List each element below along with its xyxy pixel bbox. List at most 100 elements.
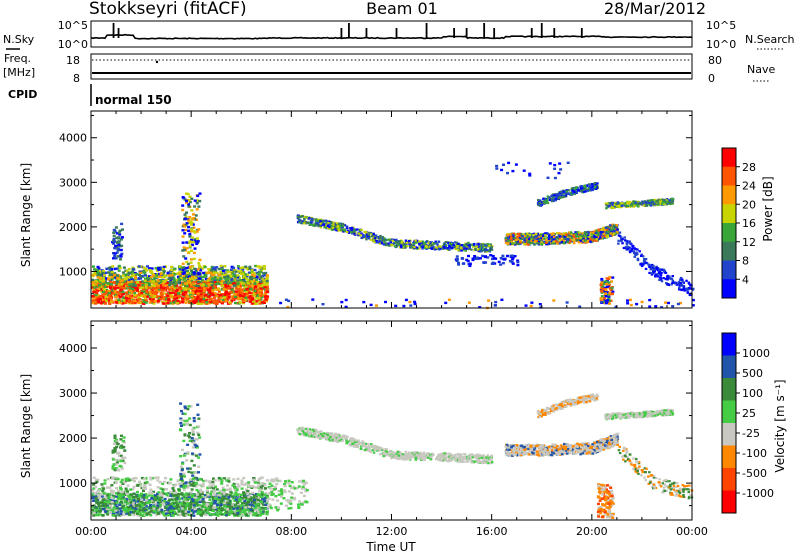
echo-cell xyxy=(130,291,133,294)
echo-cell xyxy=(258,302,262,305)
echo-cell xyxy=(553,236,556,240)
echo-cell xyxy=(588,236,591,239)
echo-cell xyxy=(101,280,105,283)
echo-cell xyxy=(324,219,328,222)
echo-cell xyxy=(103,285,107,288)
echo-cell xyxy=(193,238,197,241)
echo-cell xyxy=(201,283,205,286)
echo-cell xyxy=(153,282,157,286)
echo-cell xyxy=(224,278,228,282)
echo-cell xyxy=(142,290,146,293)
echo-cell xyxy=(138,282,142,286)
echo-cell xyxy=(382,239,385,242)
echo-cell xyxy=(161,284,165,288)
echo-cell xyxy=(147,294,151,297)
echo-cell xyxy=(163,274,167,277)
echo-cell xyxy=(110,273,114,276)
echo-cell xyxy=(181,241,185,244)
echo-cell xyxy=(251,296,255,300)
echo-cell xyxy=(187,242,191,245)
echo-cell xyxy=(190,228,194,231)
echo-cell xyxy=(479,250,482,253)
echo-cell xyxy=(132,268,136,271)
echo-cell xyxy=(124,287,128,290)
echo-cell xyxy=(616,228,619,231)
echo-cell xyxy=(135,273,139,276)
echo-cell xyxy=(194,214,198,217)
echo-cell xyxy=(223,296,226,299)
echo-cell xyxy=(256,292,260,295)
echo-cell xyxy=(609,234,612,237)
echo-cell xyxy=(190,243,194,247)
echo-cell xyxy=(99,274,103,277)
echo-cell xyxy=(494,300,498,304)
echo-cell xyxy=(595,236,598,239)
echo-cell xyxy=(551,235,554,239)
echo-cell xyxy=(604,295,608,298)
echo-cell xyxy=(365,233,369,236)
echo-cell xyxy=(147,286,151,290)
echo-cell xyxy=(218,278,222,282)
echo-cell xyxy=(533,243,536,246)
echo-cell xyxy=(603,286,607,290)
echo-cell xyxy=(437,240,440,243)
echo-cell xyxy=(579,187,583,190)
echo-cell xyxy=(638,250,641,253)
echo-cell xyxy=(550,237,553,240)
echo-cell xyxy=(621,242,624,245)
echo-cell xyxy=(611,223,614,226)
echo-cell xyxy=(262,265,266,268)
echo-cell xyxy=(631,247,634,250)
echo-cell xyxy=(199,290,203,293)
echo-cell xyxy=(605,277,609,280)
echo-cell xyxy=(489,243,492,246)
echo-cell xyxy=(193,267,197,271)
echo-cell xyxy=(166,298,170,301)
echo-cell xyxy=(384,241,387,244)
echo-cell xyxy=(185,192,189,195)
echo-cell xyxy=(287,299,291,303)
echo-cell xyxy=(198,273,202,276)
echo-cell xyxy=(179,275,182,278)
echo-cell xyxy=(530,301,534,304)
echo-cell xyxy=(548,162,552,165)
echo-cell xyxy=(173,283,177,286)
echo-cell xyxy=(507,239,510,242)
echo-cell xyxy=(159,280,163,283)
echo-cell xyxy=(530,237,533,240)
echo-cell xyxy=(99,287,103,291)
echo-cell xyxy=(182,274,186,277)
echo-cell xyxy=(245,288,249,291)
echo-cell xyxy=(434,247,438,251)
echo-cell xyxy=(640,262,644,265)
echo-cell xyxy=(259,280,263,283)
echo-cell xyxy=(160,295,164,298)
echo-cell xyxy=(650,273,654,276)
echo-cell xyxy=(132,278,135,281)
nsky-top-tick: 10^5 xyxy=(58,19,88,32)
echo-cell xyxy=(104,290,108,294)
echo-cell xyxy=(246,294,250,297)
echo-cell xyxy=(594,231,598,234)
echo-cell xyxy=(604,280,608,283)
echo-cell xyxy=(678,284,681,287)
echo-cell xyxy=(168,299,172,302)
echo-cell xyxy=(606,293,610,297)
echo-cell xyxy=(325,222,328,225)
echo-cell xyxy=(193,205,197,208)
echo-cell xyxy=(191,292,195,295)
echo-cell xyxy=(687,281,691,284)
echo-cell xyxy=(540,243,543,246)
echo-cell xyxy=(528,241,531,244)
echo-cell xyxy=(192,213,195,216)
echo-cell xyxy=(649,267,653,270)
echo-cell xyxy=(223,283,227,287)
echo-cell xyxy=(136,283,140,286)
echo-cell xyxy=(226,270,230,274)
echo-cell xyxy=(430,247,433,250)
echo-cell xyxy=(150,284,154,287)
echo-cell xyxy=(362,233,365,236)
echo-cell xyxy=(196,284,200,288)
echo-cell xyxy=(265,277,269,280)
echo-cell xyxy=(141,287,145,290)
